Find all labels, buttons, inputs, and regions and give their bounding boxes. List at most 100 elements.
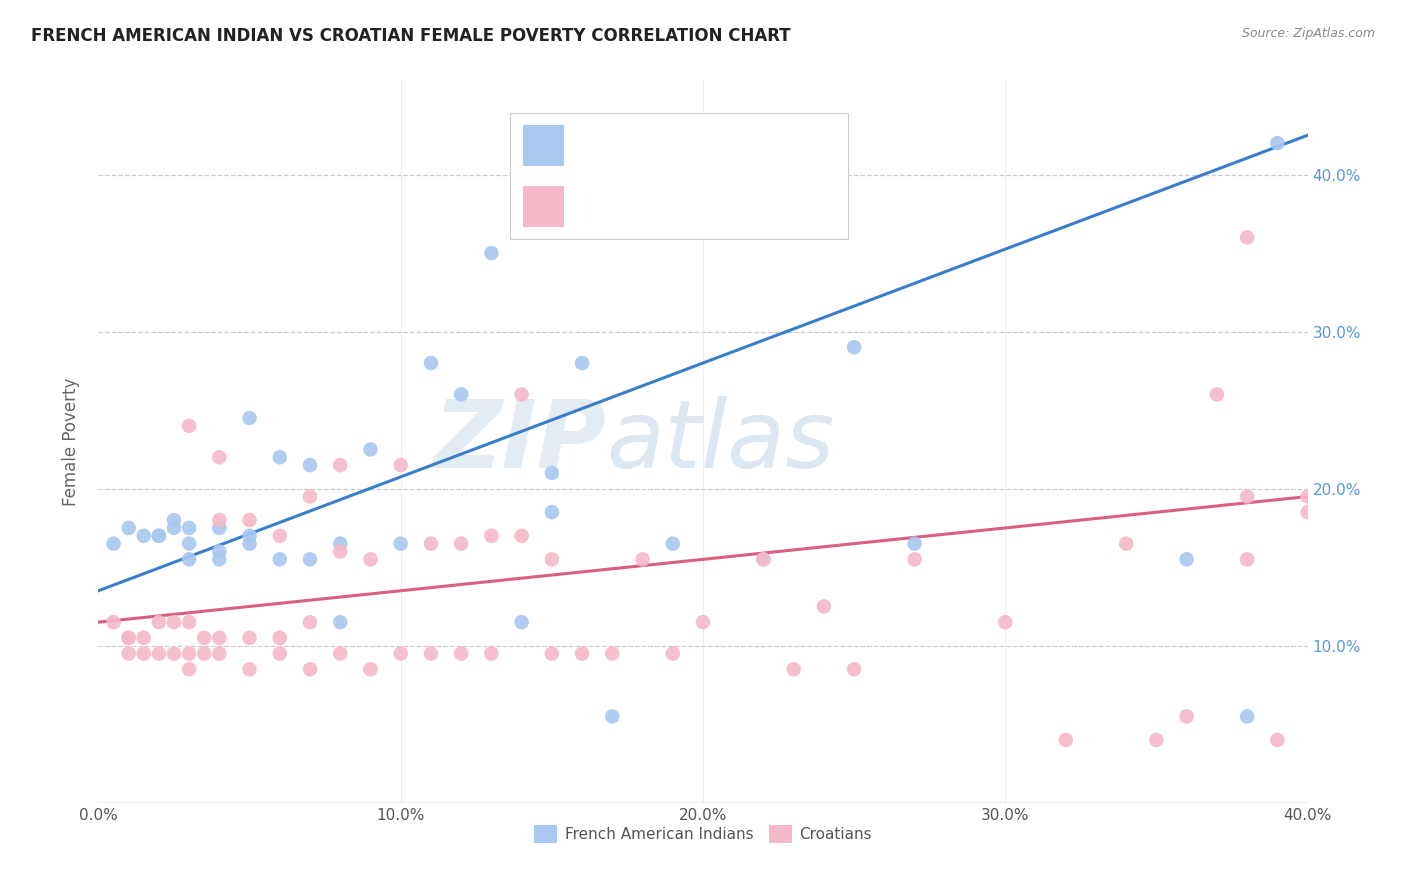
Point: [329, 615, 352, 630]
Point: [540, 505, 562, 519]
Point: [163, 521, 186, 535]
Point: [148, 529, 170, 543]
Point: [510, 387, 533, 401]
Point: [118, 521, 141, 535]
Point: [752, 552, 775, 566]
Point: [1144, 733, 1167, 747]
Point: [1296, 505, 1319, 519]
Point: [239, 513, 262, 527]
Point: [208, 544, 231, 558]
Point: [299, 458, 322, 472]
Point: [103, 536, 125, 550]
Point: [299, 615, 322, 630]
Point: [132, 529, 155, 543]
Point: [420, 356, 443, 370]
Point: [692, 615, 714, 630]
Point: [118, 631, 141, 645]
Point: [360, 552, 382, 566]
Point: [783, 662, 806, 676]
Point: [1206, 387, 1229, 401]
Point: [389, 647, 412, 661]
Point: [269, 450, 291, 465]
Point: [661, 536, 683, 550]
Point: [269, 552, 291, 566]
Point: [163, 647, 186, 661]
Point: [329, 544, 352, 558]
Point: [571, 647, 593, 661]
Point: [163, 615, 186, 630]
Point: [239, 631, 262, 645]
Point: [329, 647, 352, 661]
Point: [510, 615, 533, 630]
Point: [299, 552, 322, 566]
Point: [103, 615, 125, 630]
Text: atlas: atlas: [606, 396, 835, 487]
Point: [602, 647, 624, 661]
Point: [1236, 709, 1258, 723]
Point: [179, 552, 201, 566]
Point: [994, 615, 1017, 630]
Point: [360, 662, 382, 676]
Point: [118, 647, 141, 661]
Point: [118, 631, 141, 645]
Point: [193, 631, 215, 645]
Point: [329, 536, 352, 550]
Point: [360, 442, 382, 457]
Point: [540, 647, 562, 661]
Point: [904, 552, 927, 566]
Point: [193, 647, 215, 661]
Point: [661, 647, 683, 661]
Point: [1267, 136, 1289, 150]
Point: [481, 529, 503, 543]
Point: [481, 647, 503, 661]
Point: [299, 662, 322, 676]
Point: [420, 536, 443, 550]
Point: [844, 340, 866, 354]
Point: [602, 709, 624, 723]
Point: [179, 536, 201, 550]
Point: [510, 529, 533, 543]
Point: [1175, 552, 1198, 566]
Point: [239, 529, 262, 543]
Point: [540, 552, 562, 566]
Point: [1267, 733, 1289, 747]
Point: [481, 246, 503, 260]
Point: [813, 599, 835, 614]
Point: [148, 529, 170, 543]
Point: [1236, 230, 1258, 244]
Point: [163, 513, 186, 527]
Point: [299, 490, 322, 504]
Point: [1115, 536, 1137, 550]
Point: [389, 458, 412, 472]
Point: [239, 536, 262, 550]
Text: Source: ZipAtlas.com: Source: ZipAtlas.com: [1241, 27, 1375, 40]
Point: [389, 536, 412, 550]
Point: [148, 647, 170, 661]
Point: [132, 647, 155, 661]
Point: [571, 356, 593, 370]
Point: [450, 387, 472, 401]
Point: [208, 647, 231, 661]
Legend: French American Indians, Croatians: French American Indians, Croatians: [529, 819, 877, 849]
Point: [132, 631, 155, 645]
Point: [1296, 490, 1319, 504]
Point: [329, 458, 352, 472]
Point: [904, 536, 927, 550]
Point: [844, 662, 866, 676]
Text: FRENCH AMERICAN INDIAN VS CROATIAN FEMALE POVERTY CORRELATION CHART: FRENCH AMERICAN INDIAN VS CROATIAN FEMAL…: [31, 27, 790, 45]
Point: [179, 418, 201, 433]
Point: [148, 615, 170, 630]
Point: [1357, 552, 1379, 566]
Point: [269, 529, 291, 543]
Point: [540, 466, 562, 480]
Point: [208, 631, 231, 645]
Point: [1175, 709, 1198, 723]
Point: [179, 647, 201, 661]
Point: [752, 552, 775, 566]
Point: [208, 450, 231, 465]
Point: [179, 662, 201, 676]
Point: [208, 552, 231, 566]
Point: [450, 647, 472, 661]
Point: [208, 521, 231, 535]
Point: [450, 536, 472, 550]
